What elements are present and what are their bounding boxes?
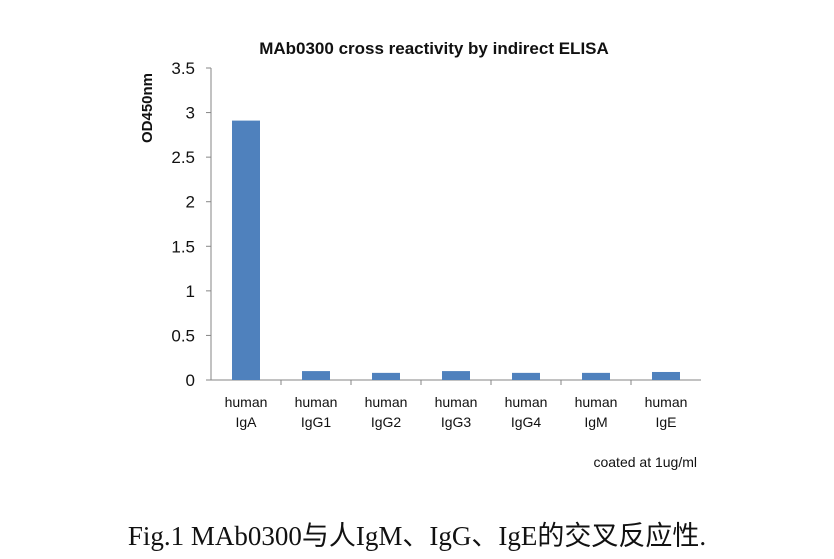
- y-tick-label: 2.5: [171, 148, 195, 167]
- x-category-label: IgA: [235, 414, 257, 430]
- y-tick-label: 1: [186, 282, 195, 301]
- y-tick-label: 0.5: [171, 326, 195, 345]
- chart-title: MAb0300 cross reactivity by indirect ELI…: [259, 39, 609, 58]
- x-category-label: human: [575, 394, 618, 410]
- x-category-label: human: [295, 394, 338, 410]
- figure-caption: Fig.1 MAb0300与人IgM、IgG、IgE的交叉反应性.: [127, 521, 707, 551]
- bar: [442, 371, 470, 380]
- x-category-label: human: [435, 394, 478, 410]
- x-category-label: IgG4: [511, 414, 542, 430]
- x-category-label: human: [225, 394, 268, 410]
- elisa-bar-chart: MAb0300 cross reactivity by indirect ELI…: [139, 39, 701, 470]
- x-category-label: IgG2: [371, 414, 402, 430]
- y-tick-label: 1.5: [171, 237, 195, 256]
- y-tick-label: 2: [186, 193, 195, 212]
- x-category-label: human: [365, 394, 408, 410]
- y-tick-label: 0: [186, 371, 195, 390]
- x-category-label: human: [505, 394, 548, 410]
- x-category-label: IgE: [655, 414, 676, 430]
- coating-annotation: coated at 1ug/ml: [593, 454, 697, 470]
- x-category-label: IgG1: [301, 414, 332, 430]
- y-tick-label: 3: [186, 104, 195, 123]
- bar: [232, 120, 260, 380]
- x-axis-categories: human IgA human IgG1 human IgG2 human IgG3 human…: [225, 380, 688, 430]
- x-category-label: human: [645, 394, 688, 410]
- bar-series: [232, 120, 680, 380]
- y-tick-label: 3.5: [171, 59, 195, 78]
- bar: [582, 372, 610, 380]
- bar: [652, 371, 680, 380]
- y-axis-ticks: 0 0.5 1 1.5 2 2.5 3 3.5: [171, 59, 211, 390]
- y-axis-label: OD450nm: [139, 73, 156, 143]
- bar: [512, 372, 540, 380]
- bar: [372, 372, 400, 380]
- x-category-label: IgM: [584, 414, 607, 430]
- bar: [302, 371, 330, 380]
- x-category-label: IgG3: [441, 414, 472, 430]
